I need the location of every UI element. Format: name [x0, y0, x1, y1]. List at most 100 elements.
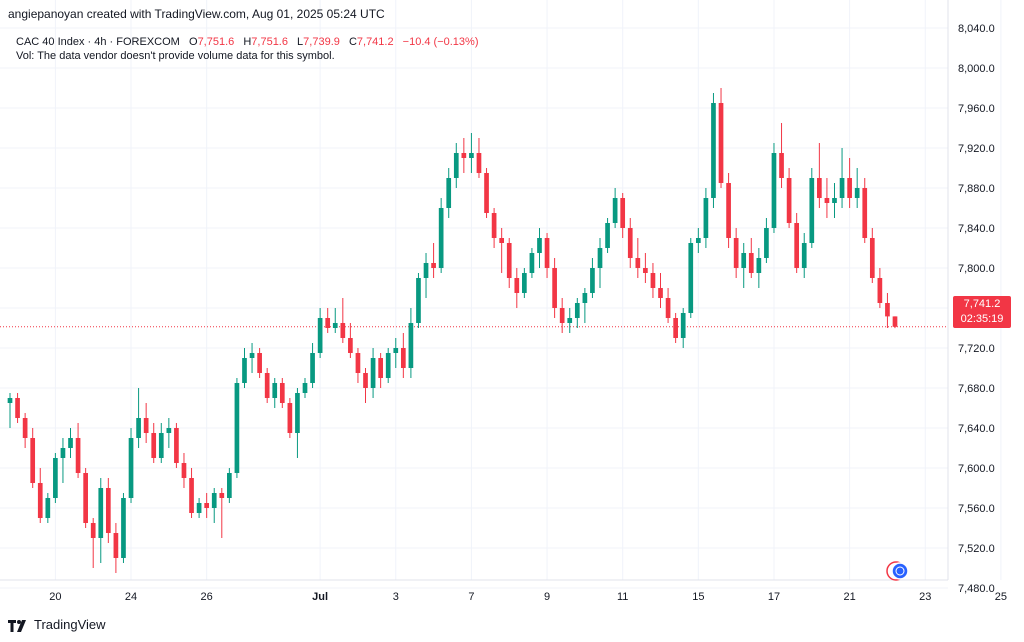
candle-body	[862, 188, 868, 238]
bar-countdown: 02:35:19	[960, 313, 1004, 325]
tradingview-logo[interactable]: TradingView	[8, 617, 106, 632]
candle-body	[37, 483, 43, 518]
candle	[673, 313, 678, 343]
candle-body	[158, 433, 164, 458]
candle-body	[695, 238, 701, 243]
candle	[121, 493, 126, 563]
symbol-name[interactable]: CAC 40 Index · 4h · FOREXCOM	[16, 36, 180, 48]
candle	[703, 188, 709, 248]
candle	[143, 403, 149, 443]
candle	[612, 188, 618, 228]
candle	[529, 248, 535, 278]
candle-body	[869, 238, 875, 278]
event-icon[interactable]	[886, 561, 909, 581]
close-label: C	[348, 36, 357, 48]
x-tick-label: 17	[768, 591, 780, 603]
candle	[574, 298, 580, 328]
candle-body	[408, 323, 414, 368]
candle	[37, 468, 43, 523]
candle-body	[590, 268, 595, 293]
candle	[295, 388, 300, 458]
candle-body	[635, 258, 641, 268]
x-tick-label: Jul	[312, 591, 328, 603]
candle	[771, 143, 777, 233]
candle-body	[257, 353, 262, 373]
candle	[378, 353, 383, 388]
candle-body	[143, 418, 149, 433]
candle	[892, 316, 898, 329]
candle-body	[295, 393, 300, 433]
candle-body	[287, 403, 293, 433]
candle-body	[393, 348, 399, 353]
candle-body	[673, 318, 678, 338]
candle	[756, 248, 762, 288]
candle-body	[75, 438, 81, 473]
candle	[885, 293, 890, 328]
candle	[506, 238, 512, 288]
candle	[438, 198, 444, 273]
candle	[53, 453, 58, 503]
change-value: −10.4 (−0.13%)	[402, 36, 479, 48]
volume-note: Vol: The data vendor doesn't provide vol…	[16, 50, 335, 62]
candle	[370, 348, 376, 398]
candle-body	[839, 178, 845, 198]
candle	[325, 308, 331, 333]
candle-body	[416, 278, 421, 323]
candle-body	[885, 303, 890, 317]
candle-body	[181, 463, 187, 478]
candle	[105, 478, 111, 543]
candle-body	[469, 153, 474, 158]
candle-body	[801, 243, 807, 268]
candle-body	[400, 348, 406, 368]
candle-body	[363, 373, 368, 388]
candle-body	[877, 278, 883, 303]
candle	[620, 193, 626, 238]
y-tick-label: 7,720.0	[958, 343, 995, 355]
candle-body	[574, 303, 580, 318]
candle-body	[151, 433, 157, 458]
candle	[680, 308, 686, 348]
candle-body	[90, 523, 96, 538]
candle-body	[211, 493, 217, 508]
candle-body	[30, 438, 36, 483]
candle	[408, 308, 414, 378]
candle	[68, 428, 73, 458]
candle-body	[189, 478, 194, 513]
candle	[582, 288, 588, 323]
x-tick-label: 9	[544, 591, 550, 603]
candle-body	[627, 228, 633, 258]
candle	[174, 423, 179, 468]
tradingview-logo-icon	[8, 619, 26, 632]
candle	[817, 143, 822, 208]
y-tick-label: 7,600.0	[958, 463, 995, 475]
candle-body	[355, 353, 361, 373]
candle	[476, 138, 482, 178]
candle	[196, 498, 202, 518]
candle-body	[68, 438, 73, 448]
candle-body	[60, 448, 66, 458]
candle-body	[204, 503, 210, 508]
candle	[227, 468, 232, 503]
candle	[393, 338, 399, 368]
candle	[22, 413, 28, 448]
candle	[854, 168, 860, 208]
candle-body	[582, 293, 588, 303]
candle	[332, 308, 338, 333]
candle-body	[340, 323, 346, 338]
candle	[718, 88, 724, 188]
candle-body	[136, 418, 141, 438]
candle-body	[45, 498, 51, 518]
candle-body	[166, 428, 172, 433]
x-tick-label: 3	[393, 591, 399, 603]
candle	[83, 468, 88, 528]
creator-note: angiepanoyan created with TradingView.co…	[8, 7, 385, 21]
candle	[499, 228, 505, 273]
candle-body	[15, 398, 20, 418]
candle	[348, 323, 353, 358]
candle	[158, 423, 164, 463]
candle-body	[7, 398, 13, 403]
candle-body	[385, 353, 391, 378]
candle-body	[310, 353, 315, 383]
candle	[794, 213, 800, 273]
high-value: 7,751.6	[251, 36, 288, 48]
